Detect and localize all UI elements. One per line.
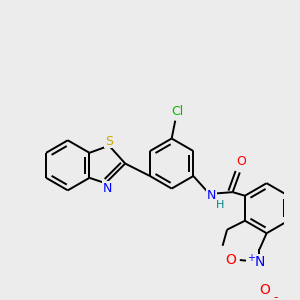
Text: -: -: [273, 291, 278, 300]
Text: O: O: [225, 253, 236, 267]
Text: S: S: [105, 135, 113, 148]
Text: O: O: [260, 284, 270, 297]
Text: N: N: [206, 189, 216, 202]
Text: H: H: [216, 200, 224, 210]
Text: N: N: [254, 255, 265, 269]
Text: Cl: Cl: [171, 105, 183, 118]
Text: +: +: [247, 253, 254, 263]
Text: O: O: [237, 155, 247, 168]
Text: N: N: [103, 182, 112, 195]
